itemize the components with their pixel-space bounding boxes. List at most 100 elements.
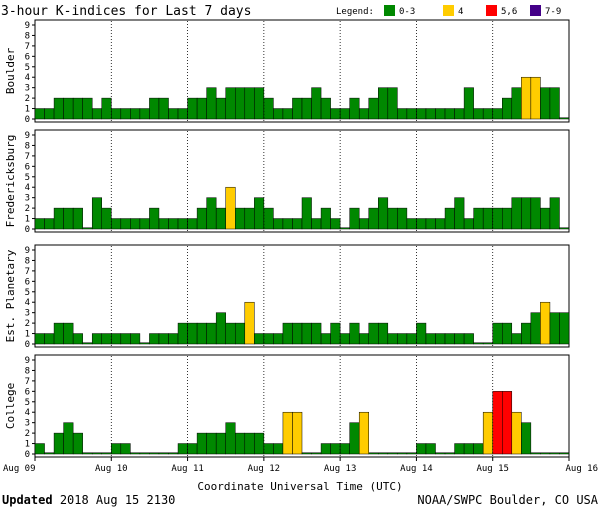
- kp-bar: [549, 312, 560, 345]
- y-tick-label: 3: [25, 309, 30, 319]
- kp-bar: [82, 452, 93, 455]
- y-tick-label: 0: [25, 450, 30, 460]
- kp-bar: [91, 452, 103, 455]
- kp-bar: [101, 97, 112, 120]
- kp-bar: [263, 333, 274, 345]
- kp-bar: [53, 432, 64, 455]
- kp-bar: [63, 207, 74, 230]
- kp-bar: [292, 411, 303, 455]
- kp-bar: [473, 342, 484, 345]
- x-tick-label: Aug 16: [565, 464, 598, 474]
- kp-bar: [425, 443, 436, 455]
- kp-bar: [149, 97, 160, 120]
- kp-bar: [244, 207, 255, 230]
- kp-bar: [378, 452, 389, 455]
- kp-bar: [120, 218, 131, 230]
- kp-bar: [120, 443, 131, 455]
- y-tick-label: 8: [25, 31, 30, 41]
- kp-bar: [215, 97, 226, 120]
- kp-bar: [406, 108, 417, 120]
- kp-bar: [416, 218, 427, 230]
- y-tick-label: 5: [25, 398, 30, 408]
- kp-bar: [206, 87, 217, 120]
- kp-bar: [254, 333, 265, 345]
- kp-bar: [225, 422, 236, 455]
- kp-bar: [511, 197, 522, 230]
- kp-bar: [311, 218, 322, 230]
- kp-bar: [473, 207, 484, 230]
- kp-bar: [82, 97, 93, 120]
- kp-bar: [378, 87, 389, 120]
- kp-bar: [273, 443, 284, 455]
- kp-bar: [444, 333, 455, 345]
- kp-bar: [502, 391, 513, 455]
- kp-bar: [530, 76, 541, 120]
- kp-bar: [559, 117, 570, 120]
- kp-bar: [482, 342, 493, 345]
- kp-bar: [482, 108, 493, 120]
- kp-bar: [177, 443, 188, 455]
- kp-bar: [196, 322, 207, 345]
- kp-bar: [263, 443, 274, 455]
- kp-bar: [540, 87, 551, 120]
- kp-bar: [158, 218, 169, 230]
- kp-bar: [63, 322, 74, 345]
- kp-bar: [454, 333, 465, 345]
- kp-bar: [435, 452, 446, 455]
- kp-bar: [320, 97, 331, 120]
- y-tick-label: 9: [25, 131, 30, 141]
- kp-bar: [101, 452, 112, 455]
- kp-bar: [368, 207, 379, 230]
- kp-bar: [435, 218, 446, 230]
- kp-bar: [559, 312, 570, 345]
- chart-title: 3-hour K-indices for Last 7 days: [1, 4, 251, 19]
- kp-bar: [473, 443, 484, 455]
- kp-bar: [206, 322, 217, 345]
- y-tick-label: 6: [25, 277, 30, 287]
- y-tick-label: 4: [25, 408, 30, 418]
- y-tick-label: 5: [25, 173, 30, 183]
- kp-bar: [263, 97, 274, 120]
- kp-bar: [215, 312, 226, 345]
- kp-bar: [444, 108, 455, 120]
- y-tick-label: 1: [25, 215, 30, 225]
- kp-bar: [72, 432, 83, 455]
- kp-bar: [235, 322, 246, 345]
- y-tick-label: 7: [25, 377, 30, 387]
- kp-bar: [254, 87, 265, 120]
- kp-bar: [206, 432, 217, 455]
- footer-source: NOAA/SWPC Boulder, CO USA: [417, 493, 598, 507]
- kp-bar: [244, 301, 255, 345]
- kp-bar: [521, 197, 532, 230]
- legend-swatch-2: [486, 5, 497, 16]
- kp-bar: [168, 108, 179, 120]
- kp-bar: [540, 207, 551, 230]
- kp-bar: [492, 322, 503, 345]
- kp-bar: [502, 207, 513, 230]
- y-tick-label: 4: [25, 183, 30, 193]
- kp-bar: [378, 322, 389, 345]
- kp-bar: [416, 108, 427, 120]
- kp-bar: [339, 333, 350, 345]
- kp-bar: [521, 422, 532, 455]
- footer-updated: Updated 2018 Aug 15 2130: [2, 493, 175, 507]
- kp-bar: [130, 452, 141, 455]
- panels: 0123456789Boulder0123456789Fredericksbur…: [4, 19, 570, 460]
- y-tick-label: 1: [25, 105, 30, 115]
- kp-bar: [358, 333, 370, 345]
- kp-bar: [320, 333, 331, 345]
- x-tick-label: Aug 15: [476, 464, 509, 474]
- kp-bar: [320, 207, 331, 230]
- legend: Legend: 0-3 4 5,6 7-9: [336, 5, 561, 17]
- kp-bar: [301, 197, 312, 230]
- kp-bar: [358, 108, 370, 120]
- kp-bar: [225, 322, 236, 345]
- kp-bar: [292, 218, 303, 230]
- y-tick-label: 2: [25, 94, 30, 104]
- kp-bar: [187, 218, 198, 230]
- y-tick-label: 9: [25, 356, 30, 366]
- kp-bar: [53, 97, 64, 120]
- x-tick-label: Aug 10: [95, 464, 128, 474]
- kp-bar: [349, 207, 360, 230]
